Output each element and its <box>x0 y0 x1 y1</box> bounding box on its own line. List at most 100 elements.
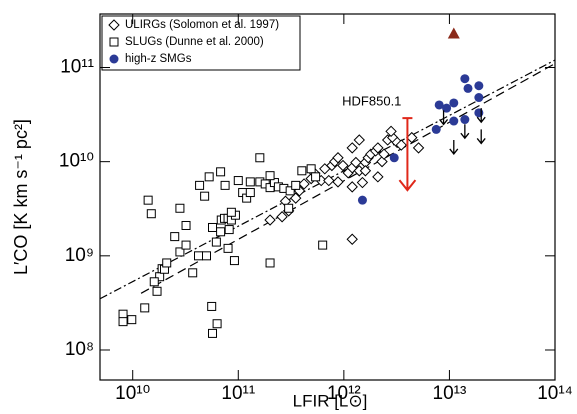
slug-point <box>223 243 233 253</box>
slug-point <box>200 191 210 201</box>
slug-point <box>211 237 221 247</box>
slug-point <box>265 171 275 181</box>
ulirg-point <box>350 156 362 169</box>
y-tick-label: 10¹⁰ <box>59 151 94 172</box>
y-tick-label: 10⁸ <box>65 339 94 360</box>
ulirg-point <box>323 174 335 187</box>
slug-point <box>118 309 128 319</box>
ulirg-point <box>346 233 358 245</box>
slug-point <box>118 317 128 327</box>
legend-box <box>101 15 301 71</box>
slug-point <box>306 164 316 174</box>
ulirg-point <box>332 176 344 188</box>
slug-point <box>181 220 191 230</box>
slug-point <box>284 203 294 213</box>
slug-point <box>162 258 172 268</box>
legend-label: ULIRGs (Solomon et al. 1997) <box>125 19 279 31</box>
smg-point <box>463 83 473 93</box>
upper-limit <box>476 108 486 124</box>
ulirg-point <box>346 181 358 193</box>
ulirg-point <box>406 131 418 144</box>
plot-frame <box>99 13 556 381</box>
smg-point <box>357 195 367 205</box>
hdf-limit <box>398 117 417 192</box>
slug-point <box>146 209 156 219</box>
smg-point <box>460 115 470 125</box>
ulirg-point <box>290 192 302 204</box>
slug-point <box>127 315 137 325</box>
legend-marker <box>109 54 119 64</box>
x-tick-label: 10¹³ <box>433 383 467 404</box>
slug-point <box>188 268 198 278</box>
smg-point <box>460 74 470 84</box>
smg-point <box>474 81 484 91</box>
slug-point <box>181 240 191 250</box>
slug-point <box>255 153 265 163</box>
slug-point <box>212 319 222 329</box>
slug-point <box>285 186 295 196</box>
slug-point <box>265 258 275 268</box>
ulirg-point <box>356 176 369 189</box>
ulirg-point <box>385 125 397 138</box>
slug-point <box>318 240 328 250</box>
ulirg-point <box>332 152 344 164</box>
smg-point <box>434 100 444 110</box>
legend-label: high-z SMGs <box>125 53 192 65</box>
slug-point <box>201 251 211 261</box>
slug-point <box>195 180 205 190</box>
slug-point <box>170 232 180 242</box>
ulirg-point <box>412 142 425 154</box>
ulirg-point <box>276 211 288 223</box>
slug-point <box>311 172 321 182</box>
slug-point <box>245 188 255 198</box>
slug-point <box>207 301 217 311</box>
smg-point <box>389 153 399 163</box>
upper-limit <box>460 124 470 140</box>
slug-point <box>224 225 234 235</box>
y-tick-label: 10⁹ <box>65 245 94 266</box>
ulirg-point <box>359 165 372 177</box>
ulirg-point <box>353 134 365 146</box>
x-tick-label: 10¹¹ <box>221 383 255 404</box>
smg-point <box>449 98 459 108</box>
upper-limit <box>449 139 459 156</box>
ulirg-point <box>337 159 349 172</box>
x-axis-label: LFIR [L⊙] <box>293 391 368 410</box>
slug-point <box>175 203 185 213</box>
slug-point <box>140 303 150 313</box>
legend-marker <box>109 37 119 47</box>
slug-point <box>220 180 230 190</box>
slug-point <box>216 167 226 177</box>
smg-point <box>442 103 452 113</box>
slug-point <box>152 286 162 296</box>
slug-point <box>216 227 226 237</box>
slug-point <box>229 256 239 266</box>
ulirg-point <box>264 214 276 226</box>
slug-point <box>204 172 214 182</box>
triangle-point <box>447 27 460 39</box>
upper-limit <box>439 110 449 126</box>
slug-point <box>245 177 255 187</box>
ulirg-point <box>378 148 390 160</box>
legend-marker <box>108 19 120 31</box>
slug-point <box>175 247 185 257</box>
slug-point <box>208 328 218 338</box>
slug-point <box>233 176 243 186</box>
slug-point <box>208 222 218 232</box>
ulirg-point <box>395 139 407 151</box>
ulirg-point <box>372 142 384 154</box>
x-tick-label: 10¹⁴ <box>537 383 573 404</box>
x-tick-label: 10¹⁰ <box>115 383 150 404</box>
slug-point <box>143 195 153 205</box>
smg-point <box>431 124 441 134</box>
hdf-label: HDF850.1 <box>342 94 401 109</box>
slug-point <box>149 277 159 287</box>
smg-point <box>449 116 459 126</box>
ulirg-point <box>346 142 358 154</box>
legend-label: SLUGs (Dunne et al. 2000) <box>125 36 264 48</box>
x-tick-label: 10¹² <box>327 383 361 404</box>
ulirg-point <box>298 178 310 190</box>
slug-point <box>226 207 236 217</box>
ulirg-point <box>372 171 384 183</box>
